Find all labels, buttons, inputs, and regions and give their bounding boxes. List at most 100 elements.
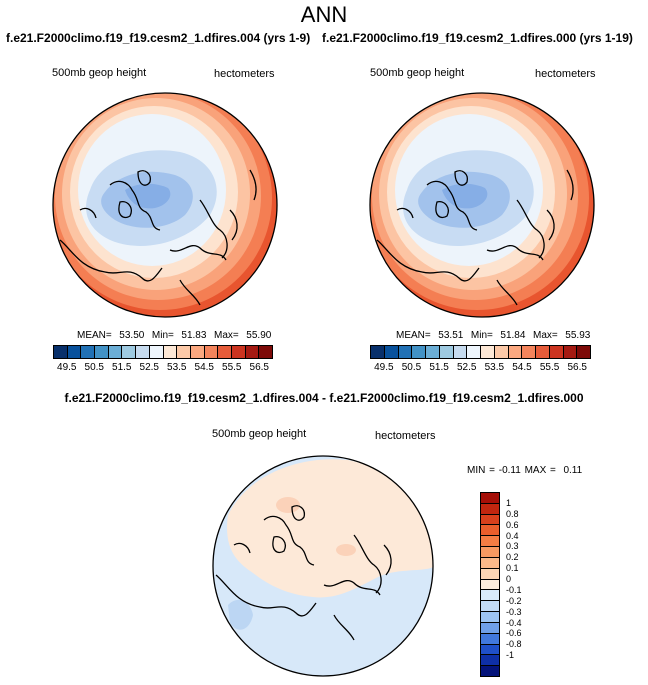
colorbar-swatch xyxy=(190,346,205,358)
colorbar-right-labels: 49.5 50.5 51.5 52.5 53.5 54.5 55.5 56.5 xyxy=(370,362,591,374)
colorbar-swatch xyxy=(439,346,454,358)
colorbar-swatch xyxy=(481,655,499,667)
colorbar-swatch xyxy=(563,346,578,358)
colorbar-tick-label: -0.1 xyxy=(506,584,522,595)
mean-label: MEAN= xyxy=(77,330,112,341)
colorbar-tick-label: 56.5 xyxy=(249,362,269,373)
colorbar-swatch xyxy=(536,346,550,358)
colorbar-difference xyxy=(480,492,500,677)
colorbar-swatch xyxy=(481,601,499,613)
colorbar-tick-label: 53.5 xyxy=(484,362,505,373)
colorbar-swatch xyxy=(384,346,399,358)
colorbar-tick-label: 0.2 xyxy=(506,552,519,563)
max-label: Max= xyxy=(214,330,239,341)
panel-left-units: hectometers xyxy=(214,68,275,80)
figure-title: ANN xyxy=(300,2,348,27)
colorbar-swatch xyxy=(481,557,499,569)
colorbar-tick-label: -0.6 xyxy=(506,628,522,639)
colorbar-swatch xyxy=(54,346,68,358)
colorbar-tick-label: 55.5 xyxy=(539,362,560,373)
min-label: Min= xyxy=(470,330,493,341)
colorbar-tick-label: 1 xyxy=(506,497,512,508)
max-value: 55.90 xyxy=(246,330,272,341)
colorbar-swatch xyxy=(218,346,232,358)
case-title-left: f.e21.F2000climo.f19_f19.cesm2_1.dfires.… xyxy=(6,31,311,45)
colorbar-swatch xyxy=(81,346,96,358)
colorbar-swatch xyxy=(481,503,499,515)
colorbar-tick-label: 56.5 xyxy=(567,362,587,373)
colorbar-swatch xyxy=(95,346,109,358)
colorbar-swatch xyxy=(371,346,385,358)
colorbar-right xyxy=(370,345,591,359)
mean-label: MEAN= xyxy=(396,330,431,341)
colorbar-swatch xyxy=(481,568,499,580)
colorbar-tick-label: 50.5 xyxy=(401,362,422,373)
max-value: 55.93 xyxy=(565,330,591,341)
colorbar-tick-label: 50.5 xyxy=(84,362,104,373)
colorbar-tick-label: 52.5 xyxy=(456,362,477,373)
colorbar-swatch xyxy=(481,579,499,591)
colorbar-swatch xyxy=(522,346,536,358)
colorbar-tick-label: 51.5 xyxy=(112,362,132,373)
colorbar-tick-label: 54.5 xyxy=(512,362,532,373)
polar-map-left xyxy=(52,92,278,318)
colorbar-swatch xyxy=(163,346,178,358)
colorbar-swatch xyxy=(426,346,440,358)
min-value: 51.83 xyxy=(181,330,207,341)
colorbar-tick-label: 55.5 xyxy=(222,362,242,373)
colorbar-swatch xyxy=(204,346,219,358)
max-label: Max= xyxy=(533,330,558,341)
colorbar-tick-label: 0.1 xyxy=(506,563,519,574)
diff-max-value: 0.11 xyxy=(563,465,583,476)
colorbar-tick-label: 0.8 xyxy=(506,508,519,519)
colorbar-swatch xyxy=(481,493,499,504)
colorbar-tick-label: 52.5 xyxy=(139,362,159,373)
mean-value: 53.51 xyxy=(438,330,464,341)
colorbar-tick-label: 0 xyxy=(506,574,512,585)
panel-left-stats: MEAN= 53.50 Min= 51.83 Max= 55.90 xyxy=(77,330,271,341)
colorbar-tick-label: -1 xyxy=(506,650,515,661)
colorbar-swatch xyxy=(108,346,123,358)
colorbar-swatch xyxy=(177,346,191,358)
colorbar-swatch xyxy=(122,346,137,358)
colorbar-tick-label: 51.5 xyxy=(429,362,449,373)
panel-right-variable: 500mb geop height xyxy=(370,67,465,79)
colorbar-swatch xyxy=(259,346,272,358)
colorbar-tick-label: -0.3 xyxy=(506,606,522,617)
panel-left-variable: 500mb geop height xyxy=(52,67,147,79)
colorbar-swatch xyxy=(398,346,413,358)
colorbar-swatch xyxy=(481,666,499,677)
colorbar-swatch xyxy=(245,346,260,358)
colorbar-swatch xyxy=(481,622,499,634)
colorbar-tick-label: 0.6 xyxy=(506,519,519,530)
colorbar-swatch xyxy=(481,644,499,656)
colorbar-tick-label: 0.4 xyxy=(506,530,519,541)
colorbar-swatch xyxy=(467,346,481,358)
colorbar-swatch xyxy=(481,514,499,526)
colorbar-swatch xyxy=(494,346,509,358)
colorbar-swatch xyxy=(549,346,564,358)
colorbar-swatch xyxy=(231,346,246,358)
diff-minmax: MIN = -0.11 MAX = 0.11 xyxy=(467,465,582,476)
panel-right-stats: MEAN= 53.51 Min= 51.84 Max= 55.93 xyxy=(396,330,590,341)
colorbar-swatch xyxy=(67,346,82,358)
colorbar-swatch xyxy=(508,346,523,358)
colorbar-swatch xyxy=(412,346,426,358)
colorbar-tick-label: 53.5 xyxy=(167,362,187,373)
colorbar-swatch xyxy=(577,346,590,358)
diff-min-value: -0.11 xyxy=(498,465,521,476)
colorbar-swatch xyxy=(136,346,150,358)
colorbar-tick-label: -0.8 xyxy=(506,639,522,650)
colorbar-tick-label: 54.5 xyxy=(194,362,214,373)
colorbar-swatch xyxy=(481,536,499,548)
colorbar-swatch xyxy=(481,346,495,358)
colorbar-swatch xyxy=(453,346,468,358)
mean-value: 53.50 xyxy=(119,330,145,341)
colorbar-tick-label: 49.5 xyxy=(57,362,77,373)
difference-title: f.e21.F2000climo.f19_f19.cesm2_1.dfires.… xyxy=(64,391,584,405)
colorbar-tick-label: 49.5 xyxy=(374,362,394,373)
colorbar-left-labels: 49.5 50.5 51.5 52.5 53.5 54.5 55.5 56.5 xyxy=(53,362,273,374)
colorbar-left xyxy=(53,345,273,359)
colorbar-swatch xyxy=(481,547,499,558)
colorbar-swatch xyxy=(149,346,164,358)
